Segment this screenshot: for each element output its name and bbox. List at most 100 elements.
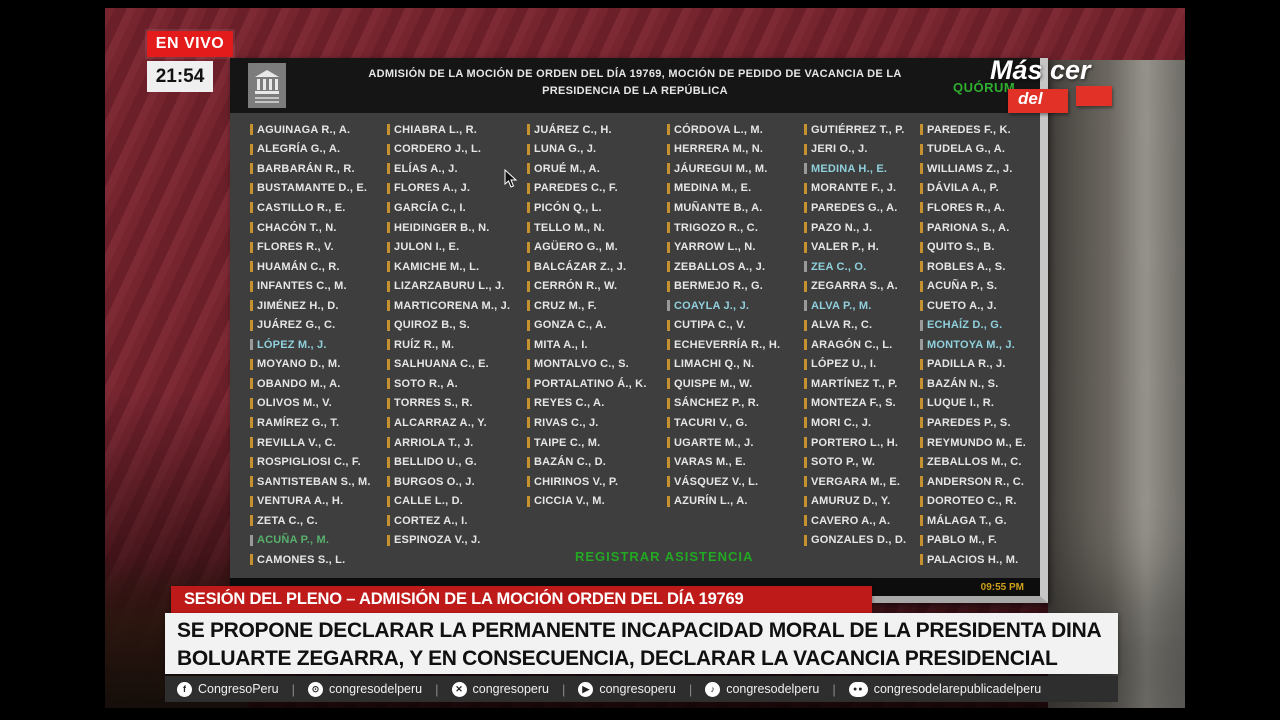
legislator-row: AGUINAGA R., A. <box>250 120 386 140</box>
legislator-name: WILLIAMS Z., J. <box>927 162 1013 175</box>
legislator-name: ANDERSON R., C. <box>927 475 1025 488</box>
attendance-status-bar <box>250 319 253 331</box>
attendance-status-bar <box>387 476 390 488</box>
attendance-status-bar <box>920 397 923 409</box>
attendance-status-bar <box>250 456 253 468</box>
legislator-row: QUITO S., B. <box>920 237 1056 257</box>
attendance-status-bar <box>920 182 923 194</box>
legislator-name: CÓRDOVA L., M. <box>674 123 763 136</box>
legislator-name: UGARTE M., J. <box>674 436 754 449</box>
legislator-name: MITA A., I. <box>534 338 588 351</box>
attendance-status-bar <box>920 476 923 488</box>
social-item[interactable]: ♪ congresodelperu <box>705 681 819 697</box>
legislator-name: FLORES A., J. <box>394 182 471 195</box>
attendance-status-bar <box>387 437 390 449</box>
attendance-status-bar <box>250 202 253 214</box>
legislator-row: WILLIAMS Z., J. <box>920 159 1056 179</box>
attendance-status-bar <box>527 241 530 253</box>
legislator-name: VÁSQUEZ V., L. <box>674 475 759 488</box>
legislator-row: ACUÑA P., M. <box>250 530 386 550</box>
attendance-status-bar <box>804 163 807 175</box>
legislator-row: TELLO M., N. <box>527 218 663 238</box>
legislator-row: ARRIOLA T., J. <box>387 433 523 453</box>
legislator-row: MITA A., I. <box>527 335 663 355</box>
attendance-status-bar <box>804 124 807 136</box>
legislator-row: LUNA G., J. <box>527 140 663 160</box>
legislator-name: MARTÍNEZ T., P. <box>811 377 898 390</box>
legislator-name: ECHEVERRÍA R., H. <box>674 338 781 351</box>
legislator-name: OLIVOS M., V. <box>257 397 332 410</box>
names-area: REGISTRAR ASISTENCIA AGUINAGA R., A. ALEG… <box>230 113 1040 578</box>
social-item[interactable]: ⊙ congresodelperu <box>308 681 422 697</box>
legislator-name: QUITO S., B. <box>927 241 995 254</box>
attendance-status-bar <box>804 534 807 546</box>
legislator-row: VALER P., H. <box>804 237 940 257</box>
studio-right-wall <box>1048 60 1185 708</box>
attendance-status-bar <box>250 515 253 527</box>
legislator-name: AGÜERO G., M. <box>534 241 618 254</box>
legislator-name: ARAGÓN C., L. <box>811 338 893 351</box>
social-item[interactable]: ●● congresodelarepublicadelperu <box>848 681 1041 697</box>
mouse-cursor <box>504 169 518 188</box>
legislator-row: CUETO A., J. <box>920 296 1056 316</box>
legislator-name: VENTURA A., H. <box>257 495 344 508</box>
attendance-status-bar <box>920 261 923 273</box>
legislator-row: PABLO M., F. <box>920 530 1056 550</box>
attendance-status-bar <box>387 534 390 546</box>
legislator-row: ZEGARRA S., A. <box>804 276 940 296</box>
legislator-row: PADILLA R., J. <box>920 355 1056 375</box>
legislator-name: ROBLES A., S. <box>927 260 1006 273</box>
legislator-row: ALVA P., M. <box>804 296 940 316</box>
social-item[interactable]: ✕ congresoperu <box>451 681 549 697</box>
legislator-name: BERMEJO R., G. <box>674 280 763 293</box>
social-item[interactable]: f CongresoPeru <box>177 681 279 697</box>
legislator-name: FLORES R., V. <box>257 241 334 254</box>
legislator-name: ZEGARRA S., A. <box>811 280 898 293</box>
attendance-status-bar <box>804 378 807 390</box>
legislator-name: VARAS M., E. <box>674 456 746 469</box>
legislator-name: FLORES R., A. <box>927 201 1005 214</box>
legislator-row: GONZA C., A. <box>527 315 663 335</box>
attendance-status-bar <box>387 397 390 409</box>
channel-watermark-text: Más cer <box>990 55 1091 85</box>
name-column: AGUINAGA R., A. ALEGRÍA G., A. BARBARÁN R.… <box>250 120 386 570</box>
legislator-name: RIVAS C., J. <box>534 416 599 429</box>
legislator-row: LIMACHI Q., N. <box>667 355 803 375</box>
legislator-row: VERGARA M., E. <box>804 472 940 492</box>
attendance-status-bar <box>920 515 923 527</box>
legislator-row: ROBLES A., S. <box>920 257 1056 277</box>
attendance-status-bar <box>387 378 390 390</box>
attendance-status-bar <box>250 222 253 233</box>
attendance-status-bar <box>667 300 670 312</box>
attendance-status-bar <box>387 163 390 175</box>
attendance-status-bar <box>527 182 530 194</box>
register-attendance-button[interactable]: REGISTRAR ASISTENCIA <box>575 549 754 564</box>
legislator-row: PAREDES C., F. <box>527 179 663 199</box>
legislator-row: CICCIA V., M. <box>527 491 663 511</box>
legislator-name: JIMÉNEZ H., D. <box>257 299 339 312</box>
attendance-status-bar <box>667 222 670 233</box>
legislator-name: AZURÍN L., A. <box>674 495 748 508</box>
legislator-name: ZETA C., C. <box>257 514 318 527</box>
legislator-name: TRIGOZO R., C. <box>674 221 759 234</box>
legislator-name: REYMUNDO M., E. <box>927 436 1026 449</box>
legislator-name: AMURUZ D., Y. <box>811 495 891 508</box>
legislator-row: MARTICORENA M., J. <box>387 296 523 316</box>
legislator-name: GUTIÉRREZ T., P. <box>811 123 905 136</box>
name-column: GUTIÉRREZ T., P. JERI O., J. MEDINA H., E.… <box>804 120 940 550</box>
separator: | <box>561 681 566 697</box>
attendance-status-bar <box>387 495 390 507</box>
attendance-status-bar <box>250 124 253 136</box>
legislator-row: LÓPEZ M., J. <box>250 335 386 355</box>
social-item[interactable]: ▶ congresoperu <box>578 681 676 697</box>
legislator-row: PALACIOS H., M. <box>920 550 1056 570</box>
attendance-status-bar <box>387 339 390 351</box>
attendance-status-bar <box>527 280 530 292</box>
legislator-row: AZURÍN L., A. <box>667 491 803 511</box>
legislator-name: BUSTAMANTE D., E. <box>257 182 368 195</box>
attendance-status-bar <box>804 182 807 194</box>
legislator-row: ALEGRÍA G., A. <box>250 140 386 160</box>
legislator-name: CAVERO A., A. <box>811 514 891 527</box>
legislator-row: TAIPE C., M. <box>527 433 663 453</box>
